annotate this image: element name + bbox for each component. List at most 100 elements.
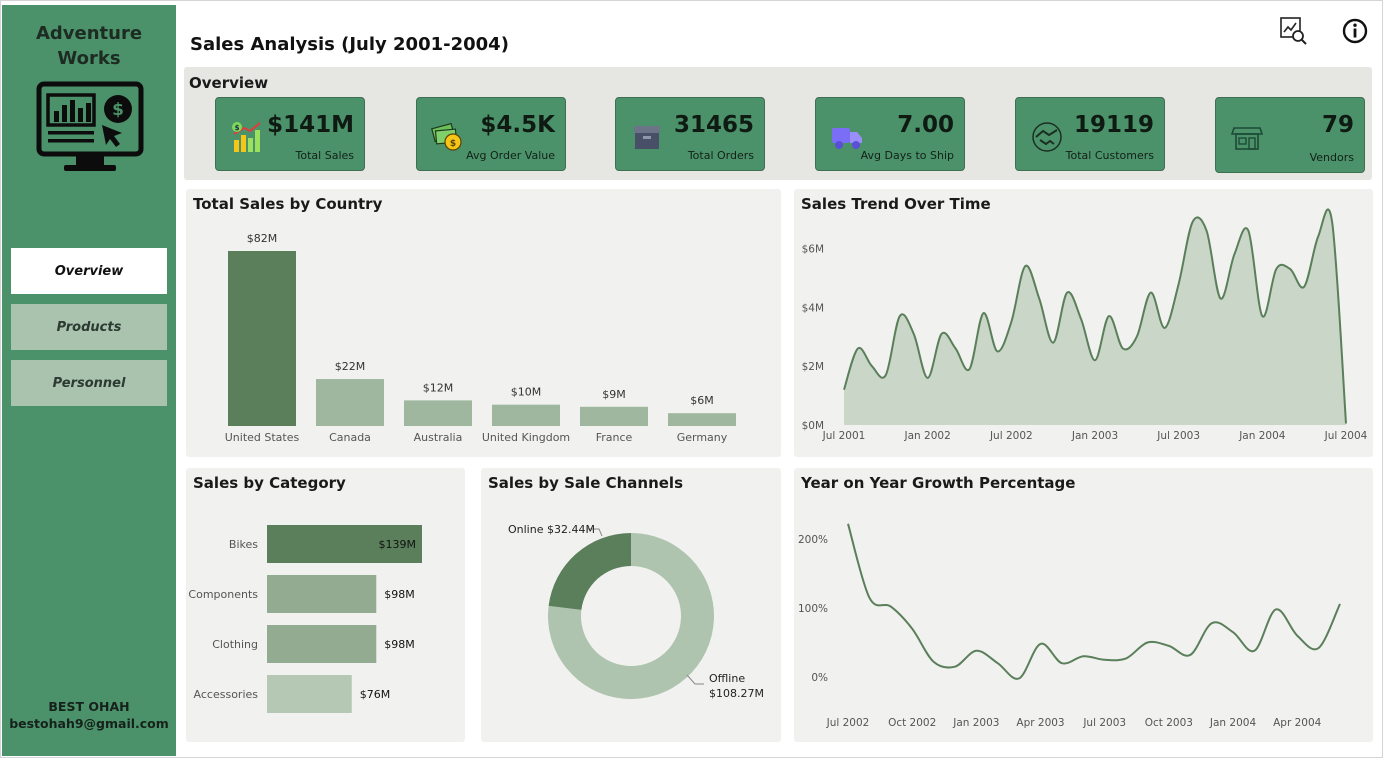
brand-title: Adventure Works [2,21,176,71]
truck-icon [832,128,862,149]
analytics-search-icon[interactable] [1278,16,1308,46]
kpi-value: $141M [267,112,354,138]
bar-france [580,406,648,426]
offline-label-name: Offline [709,672,745,685]
kpi-card-total-customers[interactable]: 19119 Total Customers [1015,97,1165,171]
data-label: $22M [335,360,366,373]
kpi-card-total-orders[interactable]: 31465 Total Orders [615,97,765,171]
nav-overview-button[interactable]: Overview [11,248,167,294]
x-tick-label: United Kingdom [482,431,570,444]
x-tick-label: France [596,431,633,444]
category-label: Bikes [229,538,258,551]
kpi-value: 79 [1321,112,1354,138]
bar-united-kingdom [492,404,560,426]
x-tick-label: Jan 2004 [1209,717,1257,729]
kpi-label: Avg Order Value [466,149,555,162]
bar-united-states [228,251,296,426]
x-tick-label: Germany [677,431,728,444]
y-tick-label: 200% [798,534,828,546]
x-tick-label: Jan 2003 [1071,430,1118,442]
bar-components [267,575,377,613]
kpi-card-avg-days-to-ship[interactable]: 7.00 Avg Days to Ship [815,97,965,171]
sales-growth-icon: $ [232,122,261,152]
data-label: $76M [360,688,391,701]
kpi-value: $4.5K [480,112,555,138]
y-tick-label: $2M [802,361,824,373]
category-label: Accessories [194,688,259,701]
y-tick-label: $6M [802,243,824,255]
kpi-label: Total Sales [295,149,354,162]
y-tick-label: $0M [802,420,824,432]
sales-trend-line [843,208,1347,424]
page-title: Sales Analysis (July 2001-2004) [190,34,509,55]
online-leader-line [587,528,603,537]
yoy-growth-chart: 0% 100% 200% Jul 2002 Oct 2002 Jan 2003 Apr 20… [798,523,1341,729]
kpi-label: Total Customers [1065,149,1154,162]
svg-text:$: $ [235,124,240,132]
country-sales-chart: $82M United States $22M Canada $12M Australia… [225,232,736,444]
channel-sales-panel: Sales by Sale Channels Online $32.44M Off… [481,468,781,742]
nav-products-button[interactable]: Products [11,304,167,350]
data-label: $12M [423,381,454,394]
kpi-value: 7.00 [897,112,954,138]
bar-canada [316,379,384,426]
yoy-growth-panel: Year on Year Growth Percentage 0% 100% 200… [794,468,1373,742]
bar-clothing [267,625,377,663]
x-tick-label: Jan 2004 [1238,430,1286,442]
bar-australia [404,400,472,426]
kpi-card-total-sales[interactable]: $ $141M Total Sales [215,97,365,171]
svg-text:$: $ [112,100,124,120]
category-sales-panel: Sales by Category Bikes $139M Components $9… [186,468,465,742]
x-tick-label: Jul 2001 [822,430,866,442]
category-label: Clothing [212,638,258,651]
channel-sales-title: Sales by Sale Channels [488,474,683,492]
sales-area-fill [844,209,1346,425]
data-label: $98M [384,588,415,601]
kpi-label: Vendors [1309,151,1354,164]
data-label: $139M [379,538,417,551]
brand-line-1: Adventure [35,23,143,44]
author-block: BEST OHAH bestohah9@gmail.com [2,698,176,732]
yoy-growth-title: Year on Year Growth Percentage [801,474,1076,492]
data-label: $82M [247,232,278,245]
store-icon [1230,127,1264,150]
x-tick-label: Australia [414,431,463,444]
overview-title: Overview [189,74,269,92]
x-tick-label: Oct 2002 [888,717,936,729]
country-sales-title: Total Sales by Country [193,195,383,213]
kpi-card-vendors[interactable]: 79 Vendors [1215,97,1365,173]
x-tick-label: Jul 2004 [1324,430,1368,442]
info-icon[interactable] [1340,16,1370,46]
x-tick-label: Jul 2002 [826,717,870,729]
slice-online [548,533,631,610]
data-label: $6M [690,394,714,407]
offline-label-value: $108.27M [709,687,764,700]
x-tick-label: Canada [329,431,371,444]
sales-trend-title: Sales Trend Over Time [801,195,991,213]
category-sales-chart: Bikes $139M Components $98M Clothing $98M Acce… [188,525,422,713]
sidebar: Adventure Works $ Overview Products Pers… [2,5,176,756]
x-tick-label: Jul 2003 [1156,430,1200,442]
sales-trend-chart: $0M $2M $4M $6M Jul 2001 Jan 2002 Jul 2002 Jan … [802,208,1368,442]
online-label: Online $32.44M [508,523,595,536]
nav-personnel-button[interactable]: Personnel [11,360,167,406]
x-tick-label: Jan 2003 [952,717,999,729]
kpi-value: 31465 [673,112,754,138]
bar-bikes [267,525,422,563]
kpi-card-avg-order-value[interactable]: $ $4.5K Avg Order Value [416,97,566,171]
data-label: $98M [384,638,415,651]
growth-line [847,523,1341,680]
computer-dollar-logo-icon: $ [36,81,144,171]
x-tick-label: United States [225,431,300,444]
author-email: bestohah9@gmail.com [9,716,169,731]
kpi-label: Total Orders [687,149,754,162]
kpi-label: Avg Days to Ship [860,149,954,162]
y-tick-label: 0% [811,672,828,684]
overview-panel: Overview $ $141M Total Sales $ $4.5K Avg… [184,67,1372,180]
y-tick-label: 100% [798,603,828,615]
x-tick-label: Jul 2003 [1082,717,1126,729]
kpi-value: 19119 [1073,112,1154,138]
bar-accessories [267,675,352,713]
slice-offline [548,533,714,699]
data-label: $9M [602,388,626,401]
